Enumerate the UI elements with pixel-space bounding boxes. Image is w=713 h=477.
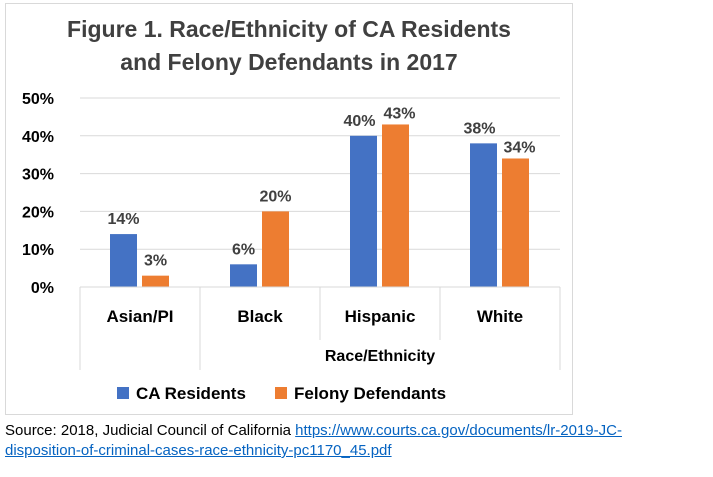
- y-axis-ticks: 0% 10% 20% 30% 40% 50%: [22, 91, 54, 297]
- source-link[interactable]: https://www.courts.ca.gov/documents/lr-2…: [5, 422, 622, 459]
- legend: CA Residents Felony Defendants: [117, 384, 446, 403]
- bar-black-ca-residents: [230, 264, 257, 287]
- data-label: 43%: [383, 105, 415, 122]
- bar-asianpi-felony-defendants: [142, 275, 169, 287]
- y-tick-label: 0%: [31, 280, 54, 297]
- bar-hispanic-felony-defendants: [382, 124, 409, 288]
- bar-black-felony-defendants: [262, 211, 289, 287]
- y-tick-label: 30%: [22, 167, 54, 184]
- bar-chart: Figure 1. Race/Ethnicity of CA Residents…: [22, 16, 561, 403]
- x-axis-title: Race/Ethnicity: [325, 348, 435, 365]
- source-note: Source: 2018, Judicial Council of Califo…: [5, 421, 710, 461]
- data-label: 14%: [107, 211, 139, 228]
- legend-swatch: [275, 387, 287, 399]
- data-label: 38%: [463, 120, 495, 137]
- chart-title: Figure 1. Race/Ethnicity of CA Residents…: [67, 16, 511, 75]
- data-label: 20%: [259, 188, 291, 205]
- data-labels: 14% 3% 6% 20% 40% 43% 38% 34%: [107, 105, 535, 269]
- chart-title-line-1: Figure 1. Race/Ethnicity of CA Residents: [67, 16, 511, 42]
- source-prefix: Source: 2018, Judicial Council of Califo…: [5, 422, 296, 439]
- bars: [110, 124, 529, 288]
- legend-swatch: [117, 387, 129, 399]
- data-label: 40%: [343, 113, 375, 130]
- bar-white-ca-residents: [470, 143, 497, 287]
- data-label: 6%: [232, 241, 255, 258]
- y-tick-label: 50%: [22, 91, 54, 108]
- source-link-line2: disposition-of-criminal-cases-race-ethni…: [5, 442, 392, 459]
- y-tick-label: 10%: [22, 242, 54, 259]
- data-label: 34%: [503, 139, 535, 156]
- category-label: Hispanic: [345, 307, 416, 326]
- y-tick-label: 40%: [22, 129, 54, 146]
- bar-asianpi-ca-residents: [110, 234, 137, 287]
- bar-white-felony-defendants: [502, 158, 529, 287]
- x-axis: Asian/PI Black Hispanic White Race/Ethnicity: [79, 286, 561, 370]
- category-label: Asian/PI: [106, 307, 173, 326]
- chart-title-line-2: and Felony Defendants in 2017: [120, 49, 457, 75]
- category-label: White: [477, 307, 523, 326]
- y-tick-label: 20%: [22, 204, 54, 221]
- category-label: Black: [237, 307, 283, 326]
- legend-label: CA Residents: [136, 384, 246, 403]
- bar-hispanic-ca-residents: [350, 135, 377, 287]
- source-link-line1: https://www.courts.ca.gov/documents/lr-2…: [295, 422, 622, 439]
- legend-label: Felony Defendants: [294, 384, 446, 403]
- data-label: 3%: [144, 253, 167, 270]
